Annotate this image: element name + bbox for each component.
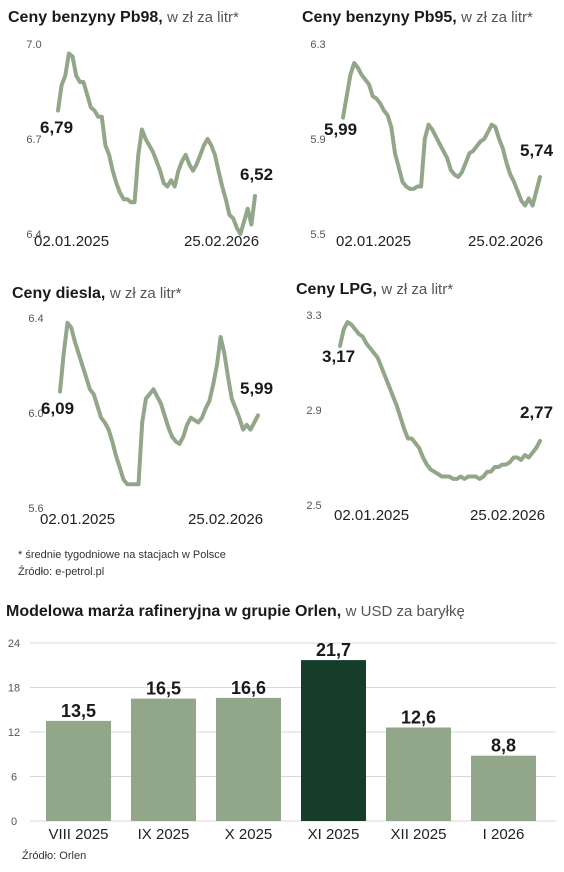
svg-text:Ceny LPG, w zł za litr*: Ceny LPG, w zł za litr*	[296, 281, 453, 298]
chart-subtitle: w zł za litr*	[460, 9, 533, 26]
y-tick-label: 5.6	[28, 503, 43, 515]
bar-value-label: 8,8	[491, 736, 516, 756]
series-line	[338, 320, 542, 481]
chart-title: Modelowa marża rafineryjna w grupie Orle…	[6, 603, 341, 620]
bar	[46, 720, 111, 821]
category-label: XI 2025	[308, 826, 360, 843]
category-label: XII 2025	[391, 826, 447, 843]
bar-value-label: 12,6	[401, 708, 436, 728]
category-label: X 2025	[225, 826, 273, 843]
start-value-label: 5,99	[324, 120, 357, 139]
start-value-label: 6,09	[41, 399, 74, 418]
y-tick-label: 6.0	[28, 408, 43, 420]
chart-pb95: Ceny benzyny Pb95, w zł za litr* 6.35.95…	[302, 9, 554, 250]
y-tick-label: 3.3	[306, 310, 321, 322]
x-start-label: 02.01.2025	[334, 507, 409, 524]
x-end-label: 25.02.2026	[468, 233, 543, 250]
svg-text:Ceny benzyny Pb95, w zł za lit: Ceny benzyny Pb95, w zł za litr*	[302, 9, 533, 26]
chart-title: Ceny benzyny Pb98,	[8, 9, 163, 26]
y-tick-label: 6	[11, 772, 17, 784]
chart-subtitle: w zł za litr*	[166, 9, 239, 26]
category-label: IX 2025	[138, 826, 190, 843]
y-tick-label: 24	[8, 638, 20, 650]
y-tick-label: 12	[8, 727, 20, 739]
y-tick-label: 2.5	[306, 500, 321, 512]
y-tick-label: 6.7	[26, 134, 41, 146]
start-value-label: 3,17	[322, 347, 355, 366]
x-end-label: 25.02.2026	[188, 511, 263, 528]
series-line	[56, 51, 257, 236]
x-start-label: 02.01.2025	[34, 233, 109, 250]
source-epetrol: Źródło: e-petrol.pl	[18, 565, 104, 578]
svg-text:Ceny diesla, w zł za litr*: Ceny diesla, w zł za litr*	[12, 285, 182, 302]
chart-pb98: Ceny benzyny Pb98, w zł za litr* 7.06.76…	[8, 9, 273, 250]
bar	[301, 660, 366, 821]
bar	[131, 698, 196, 821]
bar	[216, 697, 281, 821]
chart-title: Ceny diesla,	[12, 285, 105, 302]
bar-value-label: 21,7	[316, 640, 351, 660]
series-line	[58, 320, 260, 487]
chart-title: Ceny benzyny Pb95,	[302, 9, 457, 26]
y-tick-label: 7.0	[26, 39, 41, 51]
x-end-label: 25.02.2026	[184, 233, 259, 250]
chart-diesel: Ceny diesla, w zł za litr* 6.4 6.0 5.6 6,09…	[12, 285, 273, 528]
chart-subtitle: w zł za litr*	[109, 285, 182, 302]
start-value-label: 6,79	[40, 118, 73, 137]
y-tick-label: 6.3	[310, 39, 325, 51]
chart-subtitle: w USD za baryłkę	[345, 603, 465, 620]
bar-value-label: 16,5	[146, 679, 181, 699]
x-start-label: 02.01.2025	[40, 511, 115, 528]
source-orlen: Źródło: Orlen	[22, 849, 86, 862]
y-tick-label: 5.5	[310, 229, 325, 241]
y-tick-label: 5.9	[310, 134, 325, 146]
end-value-label: 5,74	[520, 141, 554, 160]
x-end-label: 25.02.2026	[470, 507, 545, 524]
svg-text:Modelowa marża rafineryjna w g: Modelowa marża rafineryjna w grupie Orle…	[6, 603, 465, 620]
y-tick-label: 0	[11, 816, 17, 828]
y-tick-label: 2.9	[306, 405, 321, 417]
category-label: I 2026	[483, 826, 525, 843]
y-tick-label: 6.4	[26, 229, 41, 241]
bar	[471, 755, 536, 821]
chart-refinery-margin: Modelowa marża rafineryjna w grupie Orle…	[6, 603, 556, 843]
y-tick-label: 6.4	[28, 313, 43, 325]
chart-title: Ceny LPG,	[296, 281, 377, 298]
bar-value-label: 13,5	[61, 701, 96, 721]
footnote: * średnie tygodniowe na stacjach w Polsc…	[18, 549, 226, 561]
category-label: VIII 2025	[48, 826, 108, 843]
y-tick-label: 18	[8, 683, 20, 695]
end-value-label: 2,77	[520, 403, 553, 422]
chart-lpg: Ceny LPG, w zł za litr* 3.3 2.9 2.5 3,17 2,7…	[296, 281, 553, 524]
chart-subtitle: w zł za litr*	[380, 281, 453, 298]
series-line	[341, 61, 542, 208]
svg-text:Ceny benzyny Pb98, w zł za lit: Ceny benzyny Pb98, w zł za litr*	[8, 9, 239, 26]
end-value-label: 5,99	[240, 379, 273, 398]
bar	[386, 727, 451, 821]
end-value-label: 6,52	[240, 165, 273, 184]
x-start-label: 02.01.2025	[336, 233, 411, 250]
bar-value-label: 16,6	[231, 678, 266, 698]
